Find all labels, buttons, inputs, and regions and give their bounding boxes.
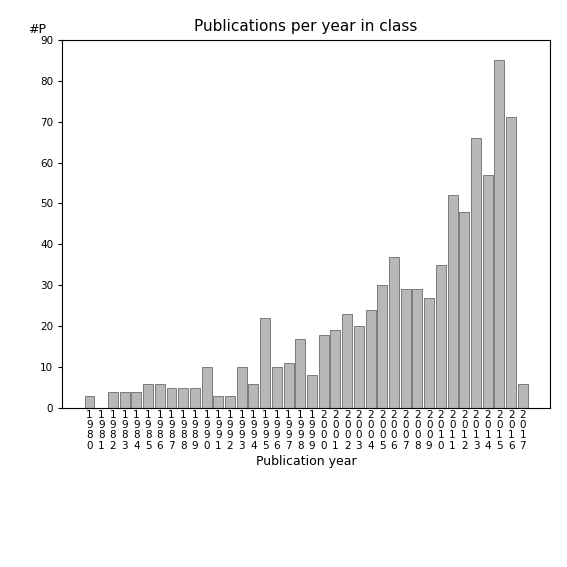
X-axis label: Publication year: Publication year [256, 455, 357, 468]
Bar [295, 338, 305, 408]
Bar [424, 298, 434, 408]
Bar [167, 388, 176, 408]
Bar [132, 392, 141, 408]
Bar [436, 265, 446, 408]
Bar [260, 318, 270, 408]
Bar [284, 363, 294, 408]
Bar [108, 392, 118, 408]
Bar [331, 331, 340, 408]
Bar [518, 384, 528, 408]
Bar [459, 211, 469, 408]
Bar [412, 290, 422, 408]
Bar [483, 175, 493, 408]
Bar [178, 388, 188, 408]
Bar [354, 327, 364, 408]
Bar [389, 257, 399, 408]
Text: #P: #P [28, 23, 46, 36]
Bar [237, 367, 247, 408]
Bar [225, 396, 235, 408]
Bar [494, 60, 505, 408]
Bar [401, 290, 411, 408]
Bar [120, 392, 130, 408]
Bar [143, 384, 153, 408]
Bar [84, 396, 95, 408]
Bar [471, 138, 481, 408]
Bar [155, 384, 165, 408]
Title: Publications per year in class: Publications per year in class [194, 19, 418, 35]
Bar [506, 117, 516, 408]
Bar [342, 314, 352, 408]
Bar [366, 310, 375, 408]
Bar [377, 285, 387, 408]
Bar [190, 388, 200, 408]
Bar [272, 367, 282, 408]
Bar [248, 384, 259, 408]
Bar [307, 375, 317, 408]
Bar [202, 367, 211, 408]
Bar [319, 335, 329, 408]
Bar [447, 195, 458, 408]
Bar [213, 396, 223, 408]
